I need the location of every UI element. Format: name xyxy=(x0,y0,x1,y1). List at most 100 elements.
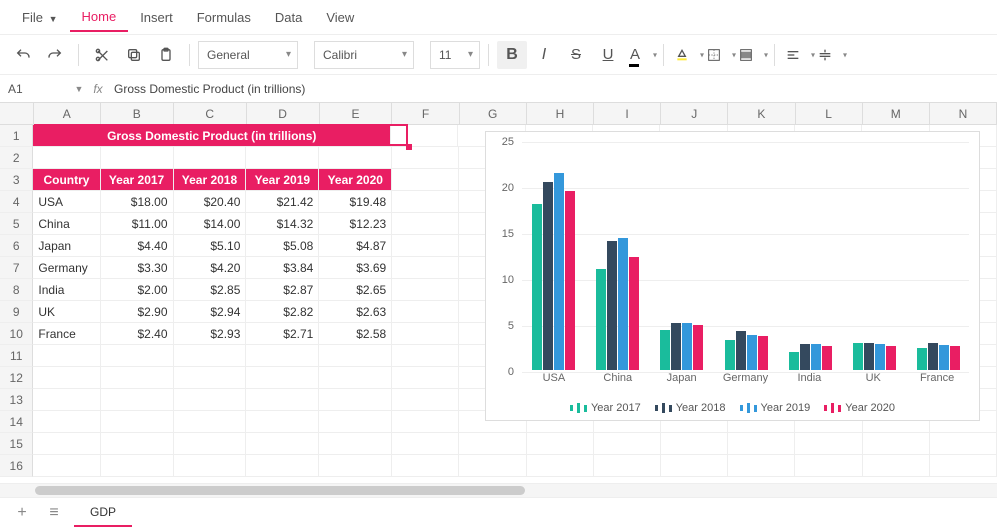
col-header-H[interactable]: H xyxy=(527,103,594,125)
cell-A4[interactable]: USA xyxy=(33,191,100,213)
cell-reference[interactable]: A1 xyxy=(0,82,70,96)
col-header-J[interactable]: J xyxy=(661,103,728,125)
cell-C5[interactable]: $14.00 xyxy=(174,213,247,235)
row-header-4[interactable]: 4 xyxy=(0,191,33,213)
cell-A12[interactable] xyxy=(33,367,100,389)
menu-file[interactable]: File ▼ xyxy=(10,4,70,31)
select-all-corner[interactable] xyxy=(0,103,34,125)
col-header-B[interactable]: B xyxy=(101,103,174,125)
col-header-A[interactable]: A xyxy=(34,103,101,125)
row-header-10[interactable]: 10 xyxy=(0,323,33,345)
cell-D13[interactable] xyxy=(246,389,319,411)
formula-input[interactable]: Gross Domestic Product (in trillions) xyxy=(108,82,997,96)
cell-B5[interactable]: $11.00 xyxy=(101,213,174,235)
cell-C15[interactable] xyxy=(174,433,247,455)
cell-E15[interactable] xyxy=(319,433,392,455)
cell-D10[interactable]: $2.71 xyxy=(246,323,319,345)
add-sheet-button[interactable]: + xyxy=(10,501,34,525)
row-header-3[interactable]: 3 xyxy=(0,169,33,191)
cell-L15[interactable] xyxy=(795,433,862,455)
col-header-K[interactable]: K xyxy=(728,103,795,125)
col-header-N[interactable]: N xyxy=(930,103,997,125)
cell-C13[interactable] xyxy=(174,389,247,411)
cell-F1[interactable] xyxy=(391,125,458,147)
cell-B13[interactable] xyxy=(101,389,174,411)
cell-C9[interactable]: $2.94 xyxy=(174,301,247,323)
cell-D7[interactable]: $3.84 xyxy=(246,257,319,279)
col-header-I[interactable]: I xyxy=(594,103,661,125)
cell-B9[interactable]: $2.90 xyxy=(101,301,174,323)
cell-C16[interactable] xyxy=(174,455,247,477)
cell-E8[interactable]: $2.65 xyxy=(319,279,392,301)
cell-J16[interactable] xyxy=(661,455,728,477)
cell-F8[interactable] xyxy=(392,279,459,301)
cell-F5[interactable] xyxy=(392,213,459,235)
col-header-E[interactable]: E xyxy=(320,103,393,125)
cell-C3[interactable]: Year 2018 xyxy=(174,169,247,191)
cell-L16[interactable] xyxy=(795,455,862,477)
cell-D5[interactable]: $14.32 xyxy=(246,213,319,235)
menu-data[interactable]: Data xyxy=(263,4,314,31)
cell-B15[interactable] xyxy=(101,433,174,455)
cell-B3[interactable]: Year 2017 xyxy=(101,169,174,191)
scrollbar-thumb[interactable] xyxy=(35,486,525,495)
col-header-L[interactable]: L xyxy=(796,103,863,125)
copy-button[interactable] xyxy=(119,41,149,69)
bar-chart[interactable]: 0510152025 USAChinaJapanGermanyIndiaUKFr… xyxy=(485,131,980,421)
row-header-12[interactable]: 12 xyxy=(0,367,33,389)
col-header-M[interactable]: M xyxy=(863,103,930,125)
cell-D15[interactable] xyxy=(246,433,319,455)
redo-button[interactable] xyxy=(40,41,70,69)
cell-J15[interactable] xyxy=(661,433,728,455)
cell-E11[interactable] xyxy=(319,345,392,367)
menu-insert[interactable]: Insert xyxy=(128,4,185,31)
cell-B6[interactable]: $4.40 xyxy=(101,235,174,257)
cell-A6[interactable]: Japan xyxy=(33,235,100,257)
italic-button[interactable]: I xyxy=(529,41,559,69)
text-color-button[interactable]: A xyxy=(625,41,655,69)
row-header-11[interactable]: 11 xyxy=(0,345,33,367)
cell-A14[interactable] xyxy=(33,411,100,433)
cell-C14[interactable] xyxy=(174,411,247,433)
row-header-13[interactable]: 13 xyxy=(0,389,33,411)
cell-F14[interactable] xyxy=(392,411,459,433)
horizontal-scrollbar[interactable] xyxy=(0,483,997,497)
cell-C2[interactable] xyxy=(174,147,247,169)
cell-D6[interactable]: $5.08 xyxy=(246,235,319,257)
cell-C6[interactable]: $5.10 xyxy=(174,235,247,257)
cell-E9[interactable]: $2.63 xyxy=(319,301,392,323)
cell-E12[interactable] xyxy=(319,367,392,389)
cell-H16[interactable] xyxy=(527,455,594,477)
cell-N15[interactable] xyxy=(930,433,997,455)
fill-color-button[interactable] xyxy=(672,41,702,69)
cell-A10[interactable]: France xyxy=(33,323,100,345)
cell-B8[interactable]: $2.00 xyxy=(101,279,174,301)
cell-E2[interactable] xyxy=(319,147,392,169)
cell-F7[interactable] xyxy=(392,257,459,279)
cell-D16[interactable] xyxy=(246,455,319,477)
row-header-9[interactable]: 9 xyxy=(0,301,33,323)
row-header-8[interactable]: 8 xyxy=(0,279,33,301)
cell-B16[interactable] xyxy=(101,455,174,477)
h-align-button[interactable] xyxy=(783,41,813,69)
undo-button[interactable] xyxy=(8,41,38,69)
merge-button[interactable] xyxy=(736,41,766,69)
cell-A7[interactable]: Germany xyxy=(33,257,100,279)
cell-A11[interactable] xyxy=(33,345,100,367)
cell-F6[interactable] xyxy=(392,235,459,257)
cell-A13[interactable] xyxy=(33,389,100,411)
paste-button[interactable] xyxy=(151,41,181,69)
cell-A1[interactable]: Gross Domestic Product (in trillions) xyxy=(33,125,391,147)
borders-button[interactable] xyxy=(704,41,734,69)
row-header-5[interactable]: 5 xyxy=(0,213,33,235)
cell-A5[interactable]: China xyxy=(33,213,100,235)
cell-F15[interactable] xyxy=(392,433,459,455)
cell-E10[interactable]: $2.58 xyxy=(319,323,392,345)
cell-B12[interactable] xyxy=(101,367,174,389)
row-header-6[interactable]: 6 xyxy=(0,235,33,257)
row-header-7[interactable]: 7 xyxy=(0,257,33,279)
v-align-button[interactable] xyxy=(815,41,845,69)
cell-G15[interactable] xyxy=(459,433,526,455)
cell-F9[interactable] xyxy=(392,301,459,323)
cell-D8[interactable]: $2.87 xyxy=(246,279,319,301)
